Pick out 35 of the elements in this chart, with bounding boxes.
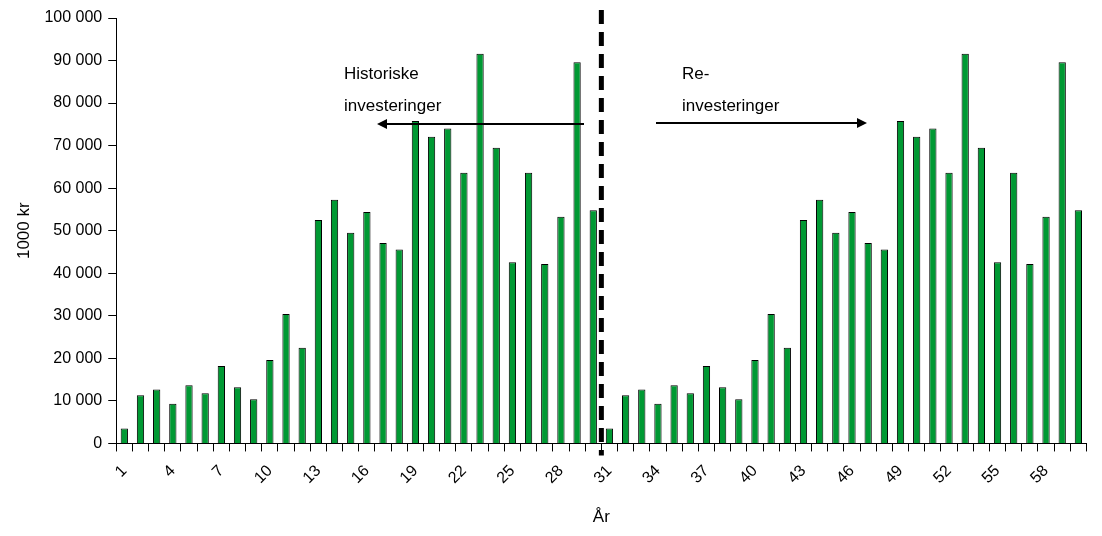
x-tick-label: 49 — [881, 461, 906, 487]
annotation: Re- investeringer — [682, 64, 780, 115]
x-tick-label: 1 — [111, 461, 130, 480]
x-tick-label: 34 — [638, 461, 664, 487]
y-axis-title: 1000 kr — [13, 202, 33, 260]
x-tick-label: 19 — [396, 461, 421, 487]
x-tick-label: 16 — [347, 461, 373, 487]
y-tick-label: 100 000 — [44, 8, 103, 26]
y-tick-label: 20 000 — [53, 348, 103, 366]
x-axis-title: År — [592, 507, 611, 527]
x-tick-label: 25 — [493, 461, 518, 487]
x-tick-label: 31 — [590, 461, 615, 487]
y-tick-label: 0 — [93, 433, 103, 451]
x-tick-label: 13 — [299, 461, 324, 487]
x-tick-label: 46 — [832, 461, 858, 487]
x-tick-label: 55 — [978, 461, 1003, 487]
x-tick-label: 52 — [929, 461, 955, 487]
x-tick-label: 7 — [208, 461, 227, 480]
x-tick-label: 58 — [1026, 461, 1052, 487]
y-tick-label: 60 000 — [53, 178, 103, 196]
y-tick-label: 50 000 — [53, 221, 103, 239]
y-tick-label: 30 000 — [53, 306, 103, 324]
x-tick-label: 4 — [159, 461, 179, 480]
y-tick-label: 80 000 — [53, 93, 103, 111]
y-tick-label: 90 000 — [53, 50, 103, 68]
x-tick-label: 28 — [541, 461, 567, 487]
x-tick-label: 40 — [735, 461, 761, 487]
y-tick-label: 10 000 — [53, 391, 103, 409]
x-tick-label: 43 — [784, 461, 809, 487]
annotation: Historiske investeringer — [344, 64, 442, 115]
y-tick-label: 40 000 — [53, 263, 103, 281]
x-tick-label: 37 — [687, 461, 712, 487]
x-tick-label: 22 — [444, 461, 470, 487]
x-tick-label: 10 — [250, 461, 276, 487]
y-tick-label: 70 000 — [53, 136, 103, 154]
